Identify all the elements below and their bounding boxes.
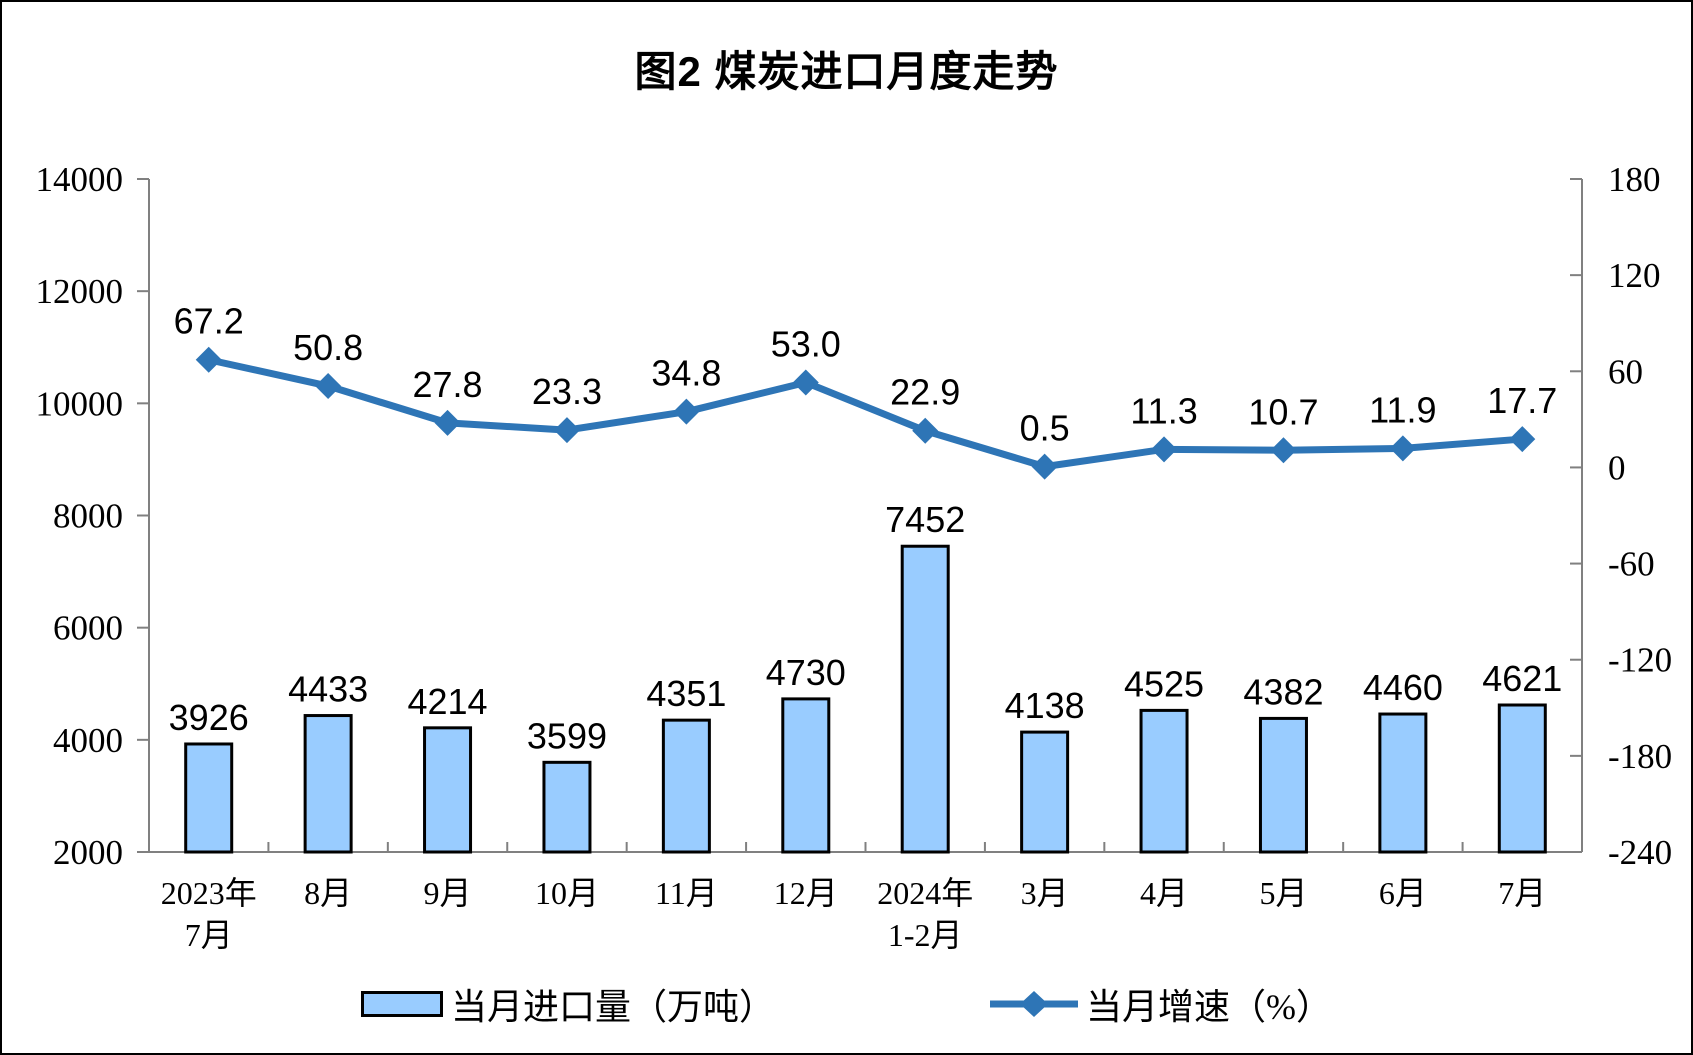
bar-value-label: 4730 <box>766 652 846 693</box>
line-marker-diamond-icon <box>673 398 700 425</box>
bar-value-label: 4433 <box>288 669 368 710</box>
x-category-label: 9月 <box>424 875 472 911</box>
bar-value-label: 4138 <box>1005 685 1085 726</box>
line-marker-diamond-icon <box>553 417 580 444</box>
bar-value-label: 4621 <box>1482 658 1562 699</box>
line-value-label: 11.3 <box>1130 390 1197 431</box>
bar <box>1497 703 1547 854</box>
y-axis-left-tick-label: 14000 <box>36 160 124 199</box>
bar-value-label: 7452 <box>885 499 965 540</box>
legend-bar-label: 当月进口量（万吨） <box>450 987 775 1027</box>
x-category-label: 3月 <box>1021 875 1069 911</box>
x-category-label: 4月 <box>1140 875 1188 911</box>
bar-value-label: 3599 <box>527 715 607 756</box>
y-axis-left-tick-label: 10000 <box>36 384 124 423</box>
line-series-swatch-icon <box>990 991 1078 1017</box>
y-axis-right-tick-label: 180 <box>1608 160 1661 199</box>
y-axis-right-tick-label: -120 <box>1608 641 1672 680</box>
chart-title: 图2 煤炭进口月度走势 <box>634 48 1059 95</box>
y-axis-right-tick-label: -240 <box>1608 833 1672 872</box>
line-marker-diamond-icon <box>792 369 819 396</box>
y-axis-left-tick-label: 2000 <box>53 833 123 872</box>
y-axis-right-tick-label: -60 <box>1608 545 1655 584</box>
y-axis-right-tick-label: 120 <box>1608 256 1661 295</box>
bar <box>900 544 950 854</box>
x-category-label: 2023年 <box>161 875 257 911</box>
line-value-label: 27.8 <box>413 364 483 405</box>
bar <box>1258 716 1308 854</box>
x-category-label: 6月 <box>1379 875 1427 911</box>
line-marker-diamond-icon <box>1270 437 1297 464</box>
bar <box>1139 708 1189 854</box>
y-axis-right-tick-label: 0 <box>1608 448 1626 487</box>
line-marker-diamond-icon <box>1389 435 1416 462</box>
line-value-label: 23.3 <box>532 371 602 412</box>
bar <box>423 726 473 854</box>
bar <box>303 714 353 854</box>
line-marker-diamond-icon <box>195 346 222 373</box>
y-axis-left-tick-label: 6000 <box>53 609 123 648</box>
line-marker-diamond-icon <box>434 409 461 436</box>
growth-line <box>207 356 1523 471</box>
bar-series-swatch-icon <box>360 991 443 1017</box>
y-axis-right-tick-label: -180 <box>1608 737 1672 776</box>
x-category-label: 8月 <box>304 875 352 911</box>
line-marker-diamond-icon <box>1509 426 1536 453</box>
line-value-label: 11.9 <box>1369 389 1436 430</box>
bar <box>1378 712 1428 854</box>
line-value-label: 0.5 <box>1020 408 1070 449</box>
chart-legend: 当月进口量（万吨） 当月增速（%） <box>2 978 1691 1030</box>
x-category-label: 2024年 <box>877 875 973 911</box>
line-value-label: 53.0 <box>771 324 841 365</box>
x-category-label: 7月 <box>185 917 233 953</box>
y-axis-left-tick-label: 4000 <box>53 721 123 760</box>
line-marker-diamond-icon <box>1151 436 1178 463</box>
legend-line-label: 当月增速（%） <box>1086 987 1332 1027</box>
x-category-label: 7月 <box>1498 875 1546 911</box>
bar-value-label: 4460 <box>1363 667 1443 708</box>
legend-item-growth: 当月增速（%） <box>990 978 1332 1030</box>
y-axis-left-tick-label: 8000 <box>53 497 123 536</box>
bar <box>1020 730 1070 854</box>
bar <box>184 742 234 854</box>
bar-value-label: 4525 <box>1124 663 1204 704</box>
bar-value-label: 4214 <box>407 681 487 722</box>
line-marker-diamond-icon <box>1031 453 1058 480</box>
line-value-label: 67.2 <box>174 301 244 342</box>
x-category-label: 10月 <box>535 875 599 911</box>
line-marker-diamond-icon <box>912 417 939 444</box>
x-category-label: 11月 <box>655 875 718 911</box>
line-value-label: 34.8 <box>651 353 721 394</box>
line-value-label: 50.8 <box>293 327 363 368</box>
line-marker-diamond-icon <box>315 373 342 400</box>
line-value-label: 17.7 <box>1487 380 1557 421</box>
x-category-label: 1-2月 <box>888 917 963 953</box>
bar <box>661 718 711 854</box>
line-value-label: 10.7 <box>1248 391 1318 432</box>
bar <box>542 760 592 854</box>
y-axis-right-tick-label: 60 <box>1608 352 1643 391</box>
x-category-label: 5月 <box>1259 875 1307 911</box>
bar <box>781 697 831 854</box>
bar-value-label: 4382 <box>1243 671 1323 712</box>
x-category-label: 12月 <box>774 875 838 911</box>
bar-value-label: 3926 <box>169 697 249 738</box>
legend-item-imports: 当月进口量（万吨） <box>360 978 775 1030</box>
line-value-label: 22.9 <box>890 372 960 413</box>
bar-value-label: 4351 <box>646 673 726 714</box>
y-axis-left-tick-label: 12000 <box>36 272 124 311</box>
